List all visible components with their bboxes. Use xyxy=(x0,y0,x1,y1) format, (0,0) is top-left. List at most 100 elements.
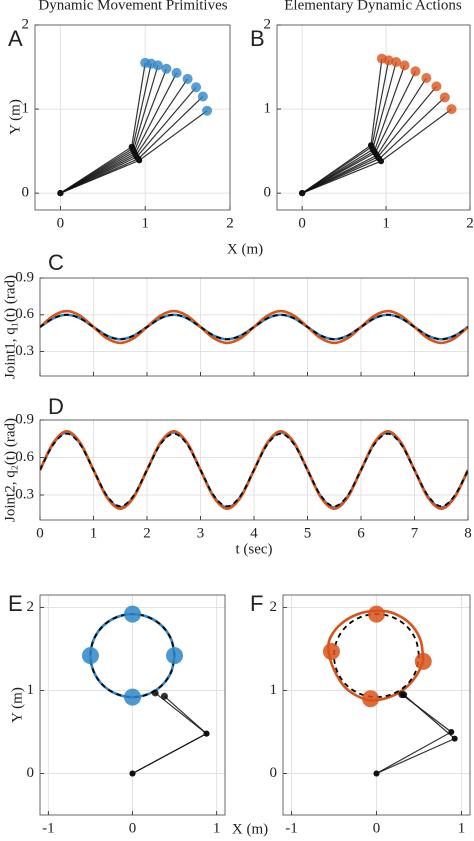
marker xyxy=(166,647,184,665)
axes-box xyxy=(282,594,471,816)
end-effector xyxy=(182,73,193,84)
x-tick-label: 0 xyxy=(57,215,65,231)
x-tick-label: 2 xyxy=(143,525,151,541)
y-tick-label: 0.3 xyxy=(15,486,34,502)
panel-letter: A xyxy=(8,26,23,51)
x-tick-label: 0 xyxy=(129,820,137,836)
end-effector xyxy=(171,67,182,78)
x-axis-label: t (sec) xyxy=(235,541,272,557)
x-tick-label: 3 xyxy=(197,525,205,541)
x-axis-label: X (m) xyxy=(227,241,263,257)
y-tick-label: 1 xyxy=(270,682,278,698)
marker xyxy=(124,688,141,706)
y-tick-label: 2 xyxy=(22,16,30,32)
x-tick-label: 1 xyxy=(458,820,466,836)
joint xyxy=(373,770,380,777)
x-tick-label: 1 xyxy=(90,525,98,541)
plot-area xyxy=(277,25,470,210)
joint xyxy=(136,157,143,164)
joint xyxy=(57,190,64,197)
joint xyxy=(378,158,385,165)
y-tick-label: 0.6 xyxy=(15,306,34,322)
plot-content xyxy=(299,53,457,197)
x-tick-label: 4 xyxy=(250,525,258,541)
plot-area xyxy=(35,25,230,210)
y-axis-label: Y (m) xyxy=(9,687,25,723)
axes-box xyxy=(34,24,231,211)
panel-letter: F xyxy=(250,591,263,616)
end-effector xyxy=(152,60,163,71)
panel-letter: D xyxy=(48,394,64,419)
y-axis-label: Y (m) xyxy=(7,99,23,135)
y-tick-label: 0.3 xyxy=(15,343,34,359)
panel-title: Elementary Dynamic Actions xyxy=(284,0,462,13)
end-effector xyxy=(383,55,394,66)
marker xyxy=(362,690,380,708)
y-tick-label: 0 xyxy=(27,765,35,781)
joint xyxy=(448,728,455,735)
joint xyxy=(203,730,210,737)
end-effector xyxy=(202,105,213,116)
panel-letter: E xyxy=(8,591,23,616)
reference xyxy=(40,313,468,341)
plot-content xyxy=(40,429,468,511)
y-tick-label: 1 xyxy=(264,101,272,117)
x-tick-label: 2 xyxy=(226,215,234,231)
y-tick-label: 1 xyxy=(22,101,30,117)
axes-box xyxy=(39,594,226,816)
x-tick-label: 1 xyxy=(213,820,221,836)
marker xyxy=(414,652,432,670)
y-tick-label: 2 xyxy=(264,16,272,32)
marker xyxy=(81,647,99,665)
plot-content xyxy=(322,605,458,777)
reference xyxy=(40,432,468,508)
y-tick-label: 0.9 xyxy=(15,269,34,285)
y-tick-label: 1 xyxy=(27,682,35,698)
end-effector xyxy=(399,60,410,71)
trajectory xyxy=(40,309,468,345)
end-effector xyxy=(160,692,168,700)
axes-box xyxy=(39,419,469,521)
axes-box xyxy=(39,277,469,377)
joint xyxy=(129,770,136,777)
end-effector xyxy=(400,691,408,699)
joint xyxy=(299,190,306,197)
y-tick-label: 0 xyxy=(22,185,30,201)
end-effector xyxy=(431,81,442,92)
plot-content xyxy=(81,605,210,777)
panel-title: Dynamic Movement Primitives xyxy=(38,0,227,13)
end-effector xyxy=(410,66,421,77)
end-effector xyxy=(439,92,450,103)
y-tick-label: 2 xyxy=(27,599,35,615)
y-axis-label: Joint1, q₁(t) (rad) xyxy=(2,275,18,379)
x-tick-label: 1 xyxy=(382,215,390,231)
x-tick-label: 8 xyxy=(464,525,472,541)
y-tick-label: 2 xyxy=(270,599,278,615)
marker xyxy=(124,605,141,623)
y-tick-label: 0.6 xyxy=(15,449,34,465)
y-tick-label: 0 xyxy=(270,765,278,781)
joint xyxy=(451,735,458,742)
plot-content xyxy=(40,309,468,345)
x-tick-label: 1 xyxy=(141,215,149,231)
y-axis-label: Joint2, q₂(t) (rad) xyxy=(2,418,18,522)
marker xyxy=(368,605,385,623)
panel-letter: B xyxy=(250,26,265,51)
marker xyxy=(322,642,340,660)
end-effector xyxy=(421,72,432,83)
x-tick-label: 7 xyxy=(411,525,419,541)
x-tick-label: 0 xyxy=(298,215,306,231)
reference xyxy=(333,613,420,699)
x-tick-label: 2 xyxy=(466,215,474,231)
end-effector xyxy=(151,689,159,697)
x-axis-label: X (m) xyxy=(232,821,268,837)
end-effector xyxy=(197,91,208,102)
end-effector xyxy=(446,104,457,115)
end-effector xyxy=(191,82,202,93)
axes-box xyxy=(276,24,471,211)
x-tick-label: 0 xyxy=(373,820,381,836)
panel-letter: C xyxy=(48,250,64,275)
x-tick-label: -1 xyxy=(42,820,55,836)
y-tick-label: 0 xyxy=(264,185,272,201)
